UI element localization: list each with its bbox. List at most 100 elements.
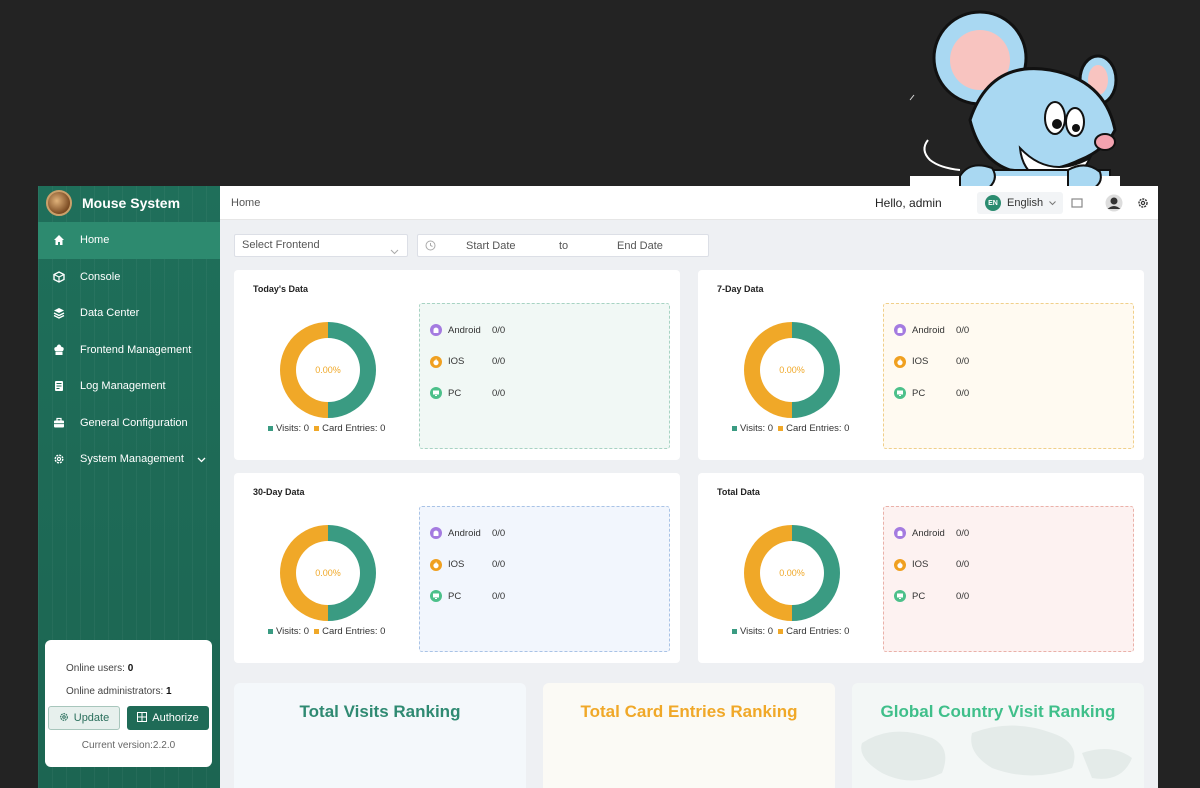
brand-name: Mouse System [82,195,181,211]
briefcase-icon [52,416,66,430]
legend-card-label: Card Entries: 0 [786,626,850,637]
platform-value: 0/0 [956,324,970,336]
date-range-picker[interactable]: Start Date to End Date [417,234,709,257]
platform-value: 0/0 [492,590,506,602]
visits-donut-chart [280,525,376,621]
legend-visits[interactable]: Visits: 0 [732,423,773,434]
legend-visits[interactable]: Visits: 0 [732,626,773,637]
clock-icon [425,240,436,254]
platform-name: PC [912,387,926,399]
android-icon [894,527,906,539]
online-admins-value: 1 [166,686,172,697]
platform-row: Android 0/0 [894,527,969,539]
legend-swatch [732,425,737,431]
platform-row: IOS 0/0 [430,355,505,368]
donut-percent-label: 0.00% [779,568,805,578]
legend-card-label: Card Entries: 0 [786,423,850,434]
end-date-input[interactable]: End Date [617,240,663,252]
sidebar-item-label: System Management [80,453,184,466]
legend-card-entries[interactable]: Card Entries: 0 [314,626,385,637]
language-selector[interactable]: EN English [977,192,1063,214]
start-date-input[interactable]: Start Date [466,240,516,252]
platform-name: PC [448,590,462,602]
platform-value: 0/0 [956,590,970,602]
legend-swatch [778,425,784,431]
global-country-visit-ranking-card: Global Country Visit Ranking [852,683,1144,788]
sidebar-item-label: Frontend Management [80,343,192,356]
brand-logo [46,190,72,216]
sidebar-item-console[interactable]: Console [38,259,220,296]
greeting-text: Hello, admin [875,196,942,210]
visits-donut-chart [280,322,376,418]
platform-name: IOS [448,356,465,367]
platform-name: Android [448,324,481,336]
update-button[interactable]: Update [48,706,120,730]
grid-icon [137,711,148,725]
legend-visits-label: Visits: 0 [740,626,774,637]
chart-legend: Visits: 0 Card Entries: 0 [732,423,849,434]
chart-legend: Visits: 0 Card Entries: 0 [732,626,849,637]
settings-gear-icon[interactable] [1137,196,1151,210]
stat-card-title: 30-Day Data [253,487,305,497]
platform-value: 0/0 [492,559,506,570]
legend-swatch [314,425,320,431]
platform-name: Android [912,527,945,539]
platform-row: PC 0/0 [430,387,505,399]
version-text: Current version:2.2.0 [81,740,176,751]
authorize-button[interactable]: Authorize [127,706,209,730]
avatar[interactable] [1105,194,1123,212]
update-label: Update [73,712,110,724]
sidebar-item-label: Console [80,270,121,283]
platform-row: PC 0/0 [894,387,969,399]
legend-card-label: Card Entries: 0 [322,626,386,637]
language-label: English [1007,197,1044,209]
fullscreen-icon[interactable] [1070,196,1084,210]
home-icon [52,233,66,247]
donut-percent-label: 0.00% [315,365,341,375]
legend-visits-label: Visits: 0 [276,626,310,637]
language-badge: EN [985,195,1001,211]
online-users-label: Online users: [66,663,125,674]
sidebar-item-log-management[interactable]: Log Management [38,368,220,405]
mouse-mascot-illustration [909,10,1120,191]
chevron-down-icon [390,242,399,263]
legend-swatch [268,628,273,634]
online-admins-row: Online administrators: 1 [66,686,172,697]
legend-card-entries[interactable]: Card Entries: 0 [778,423,849,434]
platform-name: PC [912,590,926,602]
platform-row: PC 0/0 [894,590,969,602]
sidebar-item-data-center[interactable]: Data Center [38,295,220,332]
apple-icon [894,355,906,368]
monitor-icon [894,387,906,399]
chevron-down-icon [1049,197,1056,209]
sidebar-item-system-management[interactable]: System Management [38,441,220,478]
platform-row: Android 0/0 [894,324,969,336]
platform-row: IOS 0/0 [894,558,969,571]
app-window: Mouse System Home Console Data Center [38,186,1158,788]
visits-donut-chart [744,322,840,418]
chef-hat-icon [52,343,66,357]
stat-card-title: 7-Day Data [717,284,764,294]
sidebar-item-label: Log Management [80,380,166,393]
stat-card-title: Total Data [717,487,760,497]
legend-visits[interactable]: Visits: 0 [268,626,309,637]
ranking-title: Global Country Visit Ranking [880,702,1116,721]
platform-name: IOS [912,356,929,367]
platform-row: IOS 0/0 [894,355,969,368]
date-range-separator: to [559,240,569,252]
legend-visits[interactable]: Visits: 0 [268,423,309,434]
top-header: Home Hello, admin EN English [220,186,1158,220]
sidebar-item-home[interactable]: Home [38,222,220,259]
stat-card: Total Data 0.00% Visits: 0 Card Entries:… [698,473,1144,663]
chart-legend: Visits: 0 Card Entries: 0 [268,423,385,434]
breadcrumb[interactable]: Home [231,197,261,209]
platform-breakdown-box: Android 0/0 IOS 0/0 PC 0/0 [883,506,1134,652]
legend-visits-label: Visits: 0 [276,423,310,434]
legend-card-entries[interactable]: Card Entries: 0 [314,423,385,434]
donut-percent-label: 0.00% [779,365,805,375]
sidebar-item-general-configuration[interactable]: General Configuration [38,405,220,442]
sidebar-item-label: Data Center [80,307,140,320]
frontend-select[interactable]: Select Frontend [234,234,408,257]
sidebar-item-frontend-management[interactable]: Frontend Management [38,332,220,369]
legend-card-entries[interactable]: Card Entries: 0 [778,626,849,637]
